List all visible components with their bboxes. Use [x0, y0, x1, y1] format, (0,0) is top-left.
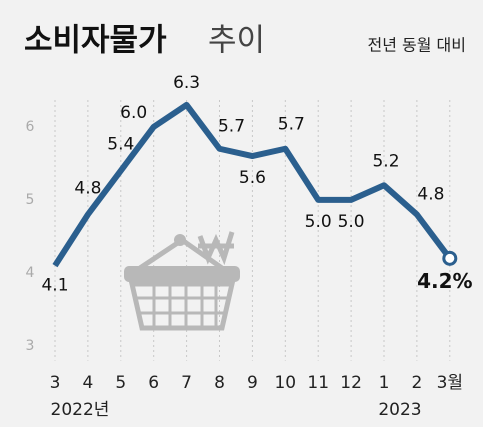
year-label: 2022년: [51, 400, 110, 420]
value-label: 4.2%: [417, 269, 472, 293]
y-tick-label: 4: [26, 265, 35, 281]
x-tick-label: 10: [274, 373, 296, 393]
value-label: 5.0: [305, 212, 332, 232]
value-label: 5.6: [239, 168, 266, 188]
value-label: 4.1: [41, 276, 68, 296]
year-label: 2023: [378, 400, 421, 420]
value-label: 4.8: [74, 178, 101, 198]
basket-icon: [124, 231, 240, 331]
basket-rim: [124, 266, 240, 282]
chart-title: 소비자물가: [24, 23, 167, 59]
x-tick-label: 2: [411, 373, 422, 393]
basket-weave: [136, 284, 228, 328]
x-tick-label: 4: [82, 373, 93, 393]
value-label: 5.7: [278, 115, 305, 135]
y-tick-label: 6: [26, 119, 35, 135]
value-label: 5.7: [218, 117, 245, 137]
line: [52, 101, 453, 268]
value-label: 6.0: [120, 103, 147, 123]
value-label: 5.2: [372, 151, 399, 171]
value-label: 5.0: [338, 212, 365, 232]
y-tick-label: 3: [26, 338, 35, 354]
handle-knob: [174, 234, 186, 246]
x-tick-label: 12: [340, 373, 362, 393]
x-tick-label: 5: [115, 373, 126, 393]
x-tick-label: 6: [148, 373, 159, 393]
x-tick-label: 3월: [437, 373, 463, 393]
basket-body: [128, 281, 236, 331]
x-tick-label: 9: [247, 373, 258, 393]
x-tick-label: 1: [379, 373, 390, 393]
value-label: 5.4: [107, 135, 134, 155]
value-label: 4.8: [417, 184, 444, 204]
subtitle: 전년 동월 대비: [368, 36, 467, 55]
x-tick-label: 3: [50, 373, 61, 393]
x-tick-label: 8: [214, 373, 225, 393]
x-tick-label: 11: [307, 373, 329, 393]
value-label: 6.3: [173, 73, 200, 93]
x-tick-label: 7: [181, 373, 192, 393]
won-sign: [197, 231, 235, 266]
chart-title-suffix: 추이: [208, 23, 265, 59]
end-point: [442, 250, 458, 266]
y-tick-label: 5: [26, 192, 35, 208]
